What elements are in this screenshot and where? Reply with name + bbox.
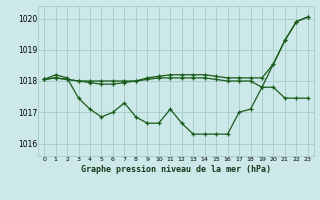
- X-axis label: Graphe pression niveau de la mer (hPa): Graphe pression niveau de la mer (hPa): [81, 165, 271, 174]
